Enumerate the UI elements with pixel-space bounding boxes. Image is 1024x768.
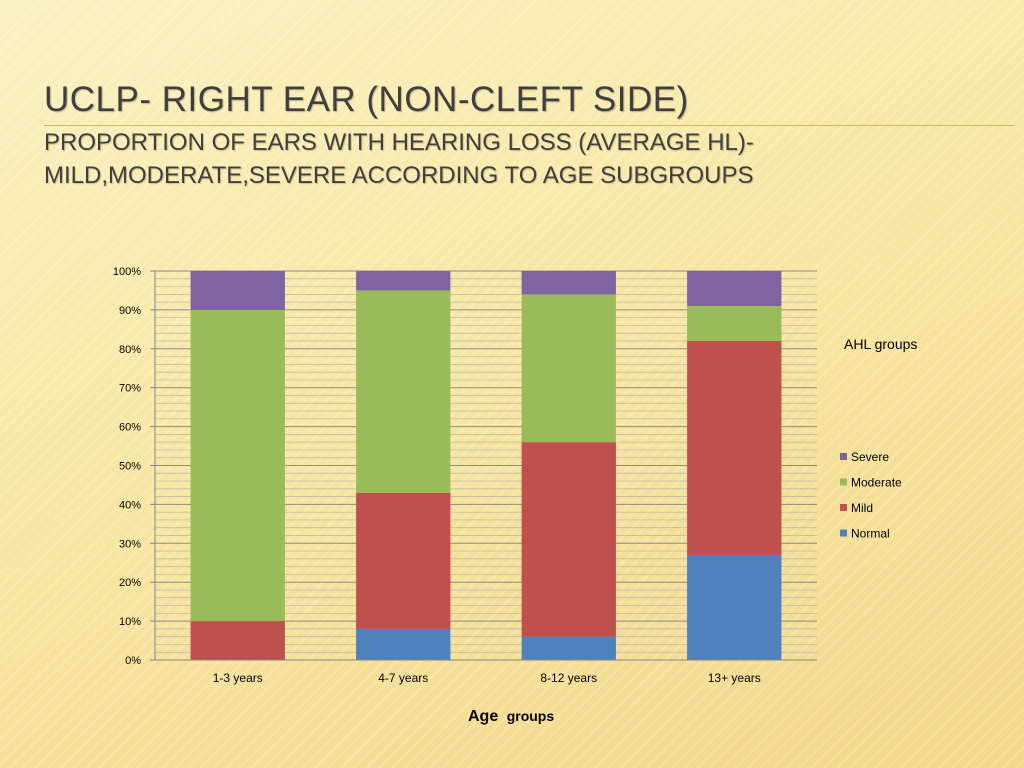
y-tick-labels: 0% 10% 20% 30% 40% 50% 60% 70% 80% 90% 100% bbox=[113, 266, 141, 667]
bar-moderate-1 bbox=[356, 290, 451, 493]
legend-swatch-normal bbox=[840, 529, 847, 537]
y-tick-label: 50% bbox=[119, 461, 141, 473]
bar-moderate-2 bbox=[521, 294, 616, 443]
bar-severe-2 bbox=[521, 271, 616, 295]
legend-label-severe: Severe bbox=[851, 450, 889, 464]
slide-title: UCLP- RIGHT EAR (NON-CLEFT SIDE) bbox=[44, 80, 689, 119]
bar-moderate-0 bbox=[190, 309, 285, 622]
y-tick-label: 80% bbox=[119, 344, 141, 356]
bar-normal-1 bbox=[356, 628, 451, 660]
bar-normal-3 bbox=[687, 554, 782, 660]
bar-moderate-3 bbox=[687, 306, 782, 342]
slide-subtitle-line2: MILD,MODERATE,SEVERE ACCORDING TO AGE SU… bbox=[44, 162, 754, 189]
bar-severe-3 bbox=[687, 271, 782, 307]
title-divider bbox=[44, 125, 1014, 126]
x-tick-labels: 1-3 years 4-7 years 8-12 years 13+ years bbox=[213, 671, 761, 685]
y-tick-label: 100% bbox=[113, 266, 141, 278]
y-tick-label: 0% bbox=[125, 655, 141, 667]
slide-title-block: UCLP- RIGHT EAR (NON-CLEFT SIDE) PROPORT… bbox=[44, 80, 1014, 192]
y-tick-label: 70% bbox=[119, 383, 141, 395]
bar-severe-0 bbox=[190, 271, 285, 310]
legend-title: AHL groups bbox=[844, 336, 917, 352]
y-tick-label: 30% bbox=[119, 538, 141, 550]
legend-swatch-moderate bbox=[840, 478, 847, 486]
x-axis-title-suffix: groups bbox=[507, 708, 555, 724]
bars bbox=[190, 271, 782, 660]
bar-mild-2 bbox=[521, 442, 616, 637]
x-tick-label: 13+ years bbox=[708, 671, 761, 685]
axes bbox=[150, 270, 817, 661]
bar-mild-3 bbox=[687, 341, 782, 555]
legend-label-moderate: Moderate bbox=[851, 476, 902, 490]
x-tick-label: 1-3 years bbox=[213, 671, 263, 685]
x-axis-title: Age groups bbox=[468, 708, 554, 725]
legend-swatch-mild bbox=[840, 504, 847, 511]
legend: Severe Moderate Mild Normal bbox=[840, 450, 902, 541]
bar-mild-0 bbox=[190, 621, 285, 660]
y-tick-label: 60% bbox=[119, 422, 141, 434]
x-tick-label: 8-12 years bbox=[540, 671, 597, 685]
legend-swatch-severe bbox=[840, 453, 847, 460]
x-tick-label: 4-7 years bbox=[378, 671, 428, 685]
slide-subtitle-line1: PROPORTION OF EARS WITH HEARING LOSS (AV… bbox=[44, 129, 754, 156]
legend-label-normal: Normal bbox=[851, 527, 890, 541]
y-tick-label: 10% bbox=[119, 616, 141, 628]
bar-mild-1 bbox=[356, 492, 451, 629]
x-axis-title-main: Age bbox=[468, 708, 498, 725]
bar-normal-2 bbox=[521, 636, 616, 660]
y-tick-label: 40% bbox=[119, 499, 141, 511]
y-tick-label: 90% bbox=[119, 305, 141, 317]
y-tick-label: 20% bbox=[119, 577, 141, 589]
legend-label-mild: Mild bbox=[851, 501, 873, 515]
bar-severe-1 bbox=[356, 271, 451, 291]
